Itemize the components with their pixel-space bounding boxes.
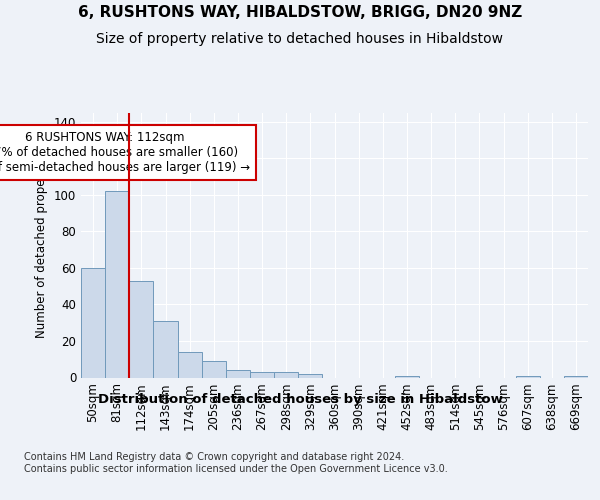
Bar xyxy=(129,280,154,378)
Bar xyxy=(395,376,419,378)
Bar xyxy=(178,352,202,378)
Bar xyxy=(298,374,322,378)
Text: Distribution of detached houses by size in Hibaldstow: Distribution of detached houses by size … xyxy=(98,392,502,406)
Text: 6, RUSHTONS WAY, HIBALDSTOW, BRIGG, DN20 9NZ: 6, RUSHTONS WAY, HIBALDSTOW, BRIGG, DN20… xyxy=(78,5,522,20)
Bar xyxy=(202,361,226,378)
Bar xyxy=(274,372,298,378)
Bar xyxy=(226,370,250,378)
Bar xyxy=(154,321,178,378)
Bar xyxy=(105,191,129,378)
Y-axis label: Number of detached properties: Number of detached properties xyxy=(35,152,48,338)
Bar xyxy=(515,376,540,378)
Bar xyxy=(564,376,588,378)
Text: 6 RUSHTONS WAY: 112sqm
← 57% of detached houses are smaller (160)
43% of semi-de: 6 RUSHTONS WAY: 112sqm ← 57% of detached… xyxy=(0,131,250,174)
Text: Size of property relative to detached houses in Hibaldstow: Size of property relative to detached ho… xyxy=(97,32,503,46)
Bar xyxy=(250,372,274,378)
Text: Contains HM Land Registry data © Crown copyright and database right 2024.
Contai: Contains HM Land Registry data © Crown c… xyxy=(24,452,448,474)
Bar xyxy=(81,268,105,378)
